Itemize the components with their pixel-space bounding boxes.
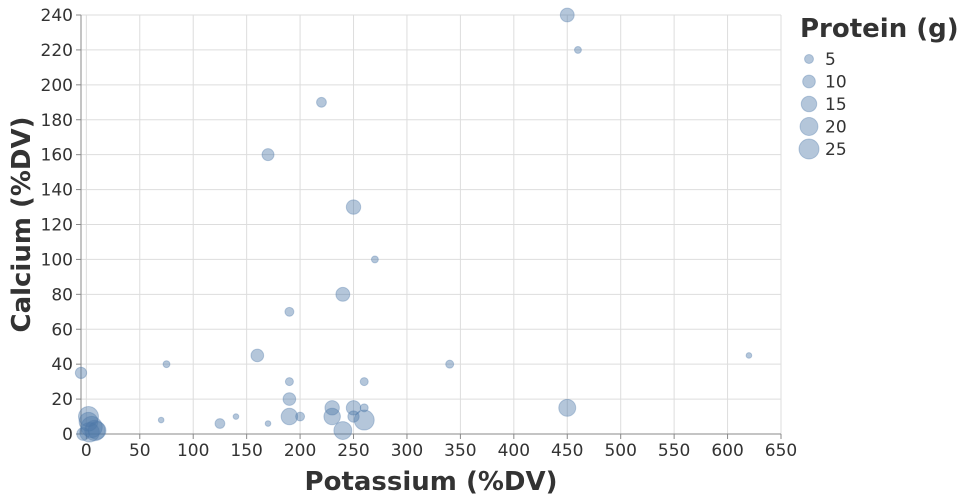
x-tick-label: 50 — [129, 441, 151, 461]
x-tick-label: 250 — [337, 441, 369, 461]
data-point — [80, 415, 103, 439]
y-axis-title: Calcium (%DV) — [7, 116, 37, 332]
legend-label: 25 — [825, 140, 847, 160]
data-point — [214, 418, 226, 429]
data-point — [333, 421, 353, 440]
data-point — [347, 410, 360, 423]
x-tick-label: 300 — [391, 441, 423, 461]
x-tick-label: 450 — [551, 441, 583, 461]
data-point — [353, 409, 375, 431]
x-tick-label: 550 — [658, 441, 690, 461]
y-tick-label: 60 — [51, 320, 73, 340]
legend-title: Protein (g) — [800, 14, 959, 44]
data-point — [74, 366, 88, 380]
data-point — [284, 377, 294, 387]
data-point — [157, 416, 165, 424]
legend-symbol — [798, 138, 820, 160]
x-tick-label: 0 — [81, 441, 92, 461]
data-point — [335, 286, 351, 302]
legend-symbol — [804, 54, 814, 64]
y-tick-label: 0 — [62, 425, 73, 445]
data-point — [345, 400, 362, 416]
data-point — [162, 360, 171, 369]
data-point — [87, 421, 107, 440]
axes: 0 50 100 150 200 250 300 350 400 450 500 550 600 650 0… — [41, 6, 798, 461]
data-point — [79, 421, 100, 443]
y-tick-label: 20 — [51, 390, 73, 410]
data-point — [370, 255, 379, 264]
data-point — [76, 427, 90, 441]
data-point — [445, 359, 455, 369]
y-tick-label: 80 — [51, 285, 73, 305]
data-point — [323, 407, 341, 426]
y-tick-label: 200 — [41, 76, 73, 96]
data-point — [359, 403, 369, 413]
x-tick-label: 100 — [177, 441, 209, 461]
data-point — [316, 96, 327, 108]
x-tick-label: 200 — [284, 441, 316, 461]
y-tick-label: 100 — [41, 250, 73, 270]
x-tick-label: 350 — [444, 441, 476, 461]
y-tick-label: 120 — [41, 216, 73, 236]
legend-label: 5 — [825, 50, 836, 70]
data-point — [345, 199, 362, 215]
y-tick-label: 140 — [41, 181, 73, 201]
legend-label: 20 — [825, 118, 847, 138]
data-point — [745, 352, 753, 359]
data-point — [284, 306, 295, 317]
data-point — [282, 392, 297, 406]
data-points — [74, 7, 753, 443]
legend-symbol — [799, 117, 819, 136]
data-point — [78, 411, 99, 432]
y-tick-label: 180 — [41, 111, 73, 131]
data-point — [250, 348, 265, 363]
data-point — [77, 406, 99, 428]
x-tick-label: 500 — [604, 441, 636, 461]
data-point — [232, 413, 240, 420]
x-tick-label: 650 — [765, 441, 797, 461]
data-point — [261, 148, 275, 162]
x-tick-label: 600 — [711, 441, 743, 461]
legend-label: 15 — [825, 95, 847, 115]
data-point — [280, 407, 299, 426]
data-point — [559, 7, 575, 23]
data-point — [359, 377, 369, 387]
x-tick-label: 400 — [498, 441, 530, 461]
x-axis-title: Potassium (%DV) — [305, 467, 558, 497]
data-point — [295, 411, 306, 422]
y-tick-label: 40 — [51, 355, 73, 375]
legend-symbol — [802, 74, 816, 89]
data-point — [573, 45, 582, 54]
y-tick-label: 220 — [41, 41, 73, 61]
grid — [80, 14, 782, 435]
data-point — [558, 398, 577, 417]
x-tick-label: 150 — [230, 441, 262, 461]
legend-symbol — [800, 95, 818, 113]
y-tick-label: 160 — [41, 146, 73, 166]
y-tick-label: 240 — [41, 6, 73, 26]
data-point — [264, 420, 272, 427]
data-point — [84, 419, 106, 442]
legend-label: 10 — [825, 73, 847, 93]
data-point — [324, 400, 340, 416]
